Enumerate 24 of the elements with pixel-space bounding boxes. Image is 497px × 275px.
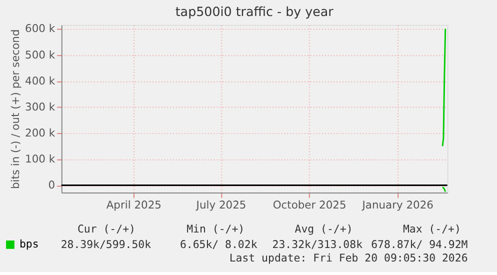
text: 23.32k/313.08k [272, 238, 364, 252]
y-tick-label: 600 k [25, 22, 56, 36]
text: Max (-/+) [402, 222, 461, 236]
y-tick-label: 0 [48, 178, 56, 192]
text: 28.39k/599.50k [60, 238, 152, 252]
text: Avg (-/+) [294, 222, 353, 236]
y-tick-label: 300 k [25, 100, 56, 114]
y-tick-label: 100 k [25, 152, 56, 166]
text: Last update: Fri Feb 20 09:05:30 2026 [229, 252, 468, 265]
text: 678.87k/ 94.92M [371, 238, 468, 252]
y-axis-title: bits in (-) / out (+) per second [9, 29, 22, 190]
x-tick-label: October 2025 [272, 198, 346, 212]
y-tick-label: 500 k [25, 48, 56, 62]
chart-title: tap500i0 traffic - by year [175, 4, 334, 20]
y-tick-label: 400 k [25, 74, 56, 88]
x-tick-label: April 2025 [106, 198, 162, 212]
text: Min (-/+) [186, 222, 245, 236]
text: Cur (-/+) [77, 222, 136, 236]
y-tick-label: 200 k [25, 126, 56, 140]
line-series [442, 28, 446, 147]
legend-label: bps [19, 238, 39, 251]
text: 6.65k/ 8.02k [180, 238, 258, 252]
x-tick-label: January 2026 [361, 198, 434, 212]
x-tick-label: July 2025 [195, 198, 246, 212]
